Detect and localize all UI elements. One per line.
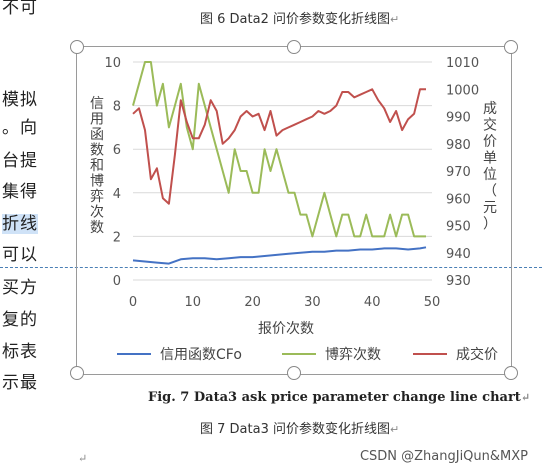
left-line-10: 示最	[2, 373, 38, 393]
ylabel-left-char-2: 函	[90, 127, 104, 143]
left-line-5-highlighted: 折线	[2, 214, 38, 234]
left-line-3: 台提	[2, 151, 38, 171]
x-tick-label-0: 0	[129, 295, 137, 310]
left-line-9: 标表	[2, 342, 38, 362]
caption-en-text: Fig. 7 Data3 ask price parameter change …	[148, 390, 521, 405]
y-right-tick-label-7: 1000	[446, 83, 479, 98]
caption-en: Fig. 7 Data3 ask price parameter change …	[148, 390, 530, 405]
ylabel-left-char-4: 和	[90, 158, 104, 174]
y-left-tick-label-1: 2	[113, 230, 121, 245]
ylabel-right-char-1: 交	[483, 117, 497, 134]
y-left-tick-label-5: 10	[104, 56, 121, 71]
series-line-2	[132, 88, 426, 205]
y-right-tick-label-0: 930	[446, 274, 471, 289]
ylabel-right-char-7: ）	[483, 217, 497, 233]
resize-handle-top-middle[interactable]	[287, 40, 301, 54]
caption-top-text: 图 6 Data2 问价参数变化折线图	[200, 12, 390, 27]
ylabel-right-char-5: （	[483, 184, 497, 200]
ylabel-left-char-0: 信	[90, 96, 104, 112]
y-right-tick-label-1: 940	[446, 247, 471, 262]
left-line-1: 模拟	[2, 90, 38, 110]
legend-label-1: 博弈次数	[325, 346, 381, 363]
resize-handle-bottom-right[interactable]	[504, 366, 518, 380]
x-axis-label: 报价次数	[258, 321, 314, 337]
y-right-tick-label-6: 990	[446, 111, 471, 126]
left-line-top: 不可	[2, 0, 38, 18]
legend-label-2: 成交价	[456, 346, 498, 363]
y-left-tick-label-2: 4	[113, 187, 121, 202]
x-tick-label-5: 50	[424, 295, 441, 310]
left-line-4: 集得	[2, 182, 38, 202]
ylabel-right-char-2: 价	[483, 134, 497, 150]
y-left-tick-label-4: 8	[113, 100, 121, 115]
y-left-tick-label-0: 0	[113, 274, 121, 289]
resize-handle-bottom-middle[interactable]	[287, 366, 301, 380]
ylabel-left-char-1: 用	[90, 112, 104, 128]
left-line-7: 买方	[2, 278, 38, 298]
x-tick-label-1: 10	[185, 295, 202, 310]
paragraph-mark: ↵	[520, 391, 531, 404]
y-right-tick-label-5: 980	[446, 138, 471, 153]
ylabel-left-char-6: 弈	[90, 189, 104, 205]
caption-cn-text: 图 7 Data3 问价参数变化折线图	[200, 422, 390, 437]
paragraph-mark-empty-line: ↵	[78, 452, 88, 465]
y-right-tick-label-3: 960	[446, 192, 471, 207]
ylabel-left-char-7: 次	[90, 205, 104, 221]
y-right-tick-label-2: 950	[446, 220, 471, 235]
legend: 信用函数CFo 博弈次数 成交价	[117, 346, 498, 363]
y-right-tick-label-8: 1010	[446, 56, 479, 71]
left-line-2: 。向	[2, 118, 38, 138]
ylabel-left-char-8: 数	[90, 220, 104, 236]
resize-handle-bottom-left[interactable]	[70, 366, 84, 380]
resize-handle-top-right[interactable]	[504, 40, 518, 54]
x-tick-label-4: 40	[364, 295, 381, 310]
left-margin-text: 不可 模拟 。向 台提 集得 折线 可以 买方 复的 标表 示最	[0, 0, 46, 474]
text-wrap-boundary-line	[0, 267, 542, 268]
paragraph-mark: ↵	[389, 13, 400, 26]
left-line-6: 可以	[2, 245, 38, 265]
caption-cn: 图 7 Data3 问价参数变化折线图↵	[200, 418, 399, 437]
csdn-watermark: CSDN @ZhangJiQun&MXP	[359, 449, 528, 464]
ylabel-right-char-6: 元	[483, 200, 497, 216]
ylabel-left-char-5: 博	[90, 173, 104, 190]
series-lines	[132, 61, 427, 265]
series-line-0	[132, 246, 427, 265]
resize-handle-top-left[interactable]	[70, 40, 84, 54]
y-left-tick-label-3: 6	[113, 143, 121, 158]
y-right-tick-label-4: 970	[446, 165, 471, 180]
ylabel-right-char-4: 位	[483, 167, 497, 183]
left-line-8: 复的	[2, 310, 38, 330]
ylabel-right-char-0: 成	[483, 101, 497, 117]
ylabel-right-char-3: 单	[483, 151, 497, 167]
series-line-1	[132, 61, 426, 238]
x-tick-label-3: 30	[304, 295, 321, 310]
paragraph-mark: ↵	[389, 423, 400, 436]
ylabel-left-char-3: 数	[90, 143, 104, 159]
legend-label-0: 信用函数CFo	[160, 347, 242, 363]
tick-labels: 0 10 20 30 40 50 0 2 4 6 8 10 930 940 950 960 970 980 990 1…	[104, 56, 479, 310]
x-tick-label-2: 20	[244, 295, 261, 310]
caption-top: 图 6 Data2 问价参数变化折线图↵	[200, 8, 399, 27]
